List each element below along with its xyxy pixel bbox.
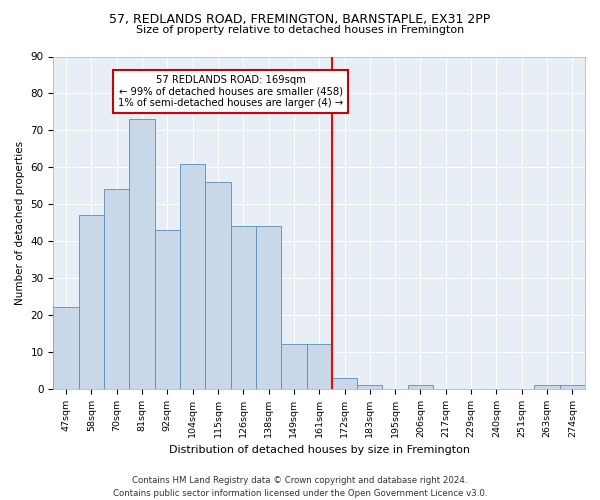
Y-axis label: Number of detached properties: Number of detached properties [15, 140, 25, 304]
Text: 57, REDLANDS ROAD, FREMINGTON, BARNSTAPLE, EX31 2PP: 57, REDLANDS ROAD, FREMINGTON, BARNSTAPL… [109, 12, 491, 26]
Bar [408, 385, 433, 388]
Text: Size of property relative to detached houses in Fremington: Size of property relative to detached ho… [136, 25, 464, 35]
X-axis label: Distribution of detached houses by size in Fremington: Distribution of detached houses by size … [169, 445, 470, 455]
Text: Contains HM Land Registry data © Crown copyright and database right 2024.
Contai: Contains HM Land Registry data © Crown c… [113, 476, 487, 498]
Bar [332, 378, 357, 388]
Bar [104, 190, 130, 388]
Bar [53, 308, 79, 388]
Bar [180, 164, 205, 388]
Bar [205, 182, 230, 388]
Bar [155, 230, 180, 388]
Text: 57 REDLANDS ROAD: 169sqm
← 99% of detached houses are smaller (458)
1% of semi-d: 57 REDLANDS ROAD: 169sqm ← 99% of detach… [118, 75, 343, 108]
Bar [230, 226, 256, 388]
Bar [256, 226, 281, 388]
Bar [535, 385, 560, 388]
Bar [560, 385, 585, 388]
Bar [79, 215, 104, 388]
Bar [307, 344, 332, 389]
Bar [130, 119, 155, 388]
Bar [281, 344, 307, 389]
Bar [357, 385, 382, 388]
